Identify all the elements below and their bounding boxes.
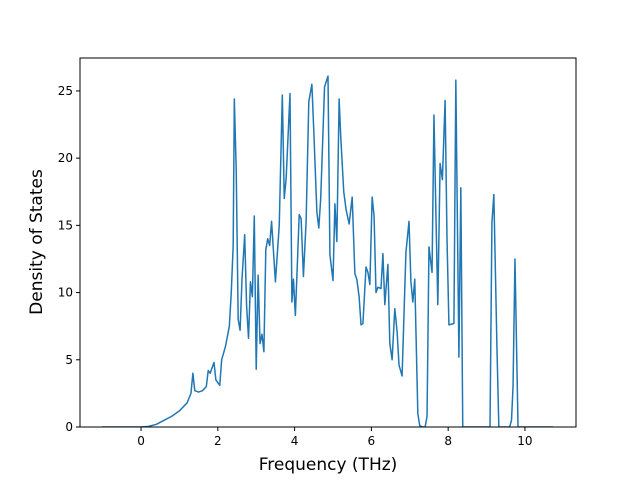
y-tick-label: 10 (58, 286, 73, 300)
x-tick-label: 6 (368, 434, 376, 448)
y-tick-label: 0 (65, 420, 73, 434)
y-tick-label: 25 (58, 84, 73, 98)
y-tick-label: 5 (65, 353, 73, 367)
line (101, 75, 553, 427)
x-tick-label: 10 (517, 434, 532, 448)
plot-frame (79, 57, 577, 428)
x-tick-label: 4 (291, 434, 299, 448)
x-axis-label: Frequency (THz) (259, 455, 398, 475)
y-tick-label: 15 (58, 218, 73, 232)
x-tick-label: 2 (214, 434, 222, 448)
x-tick-label: 0 (137, 434, 145, 448)
y-axis-label: Density of States (27, 169, 47, 315)
y-tick-label: 20 (58, 151, 73, 165)
x-tick-label: 8 (444, 434, 452, 448)
